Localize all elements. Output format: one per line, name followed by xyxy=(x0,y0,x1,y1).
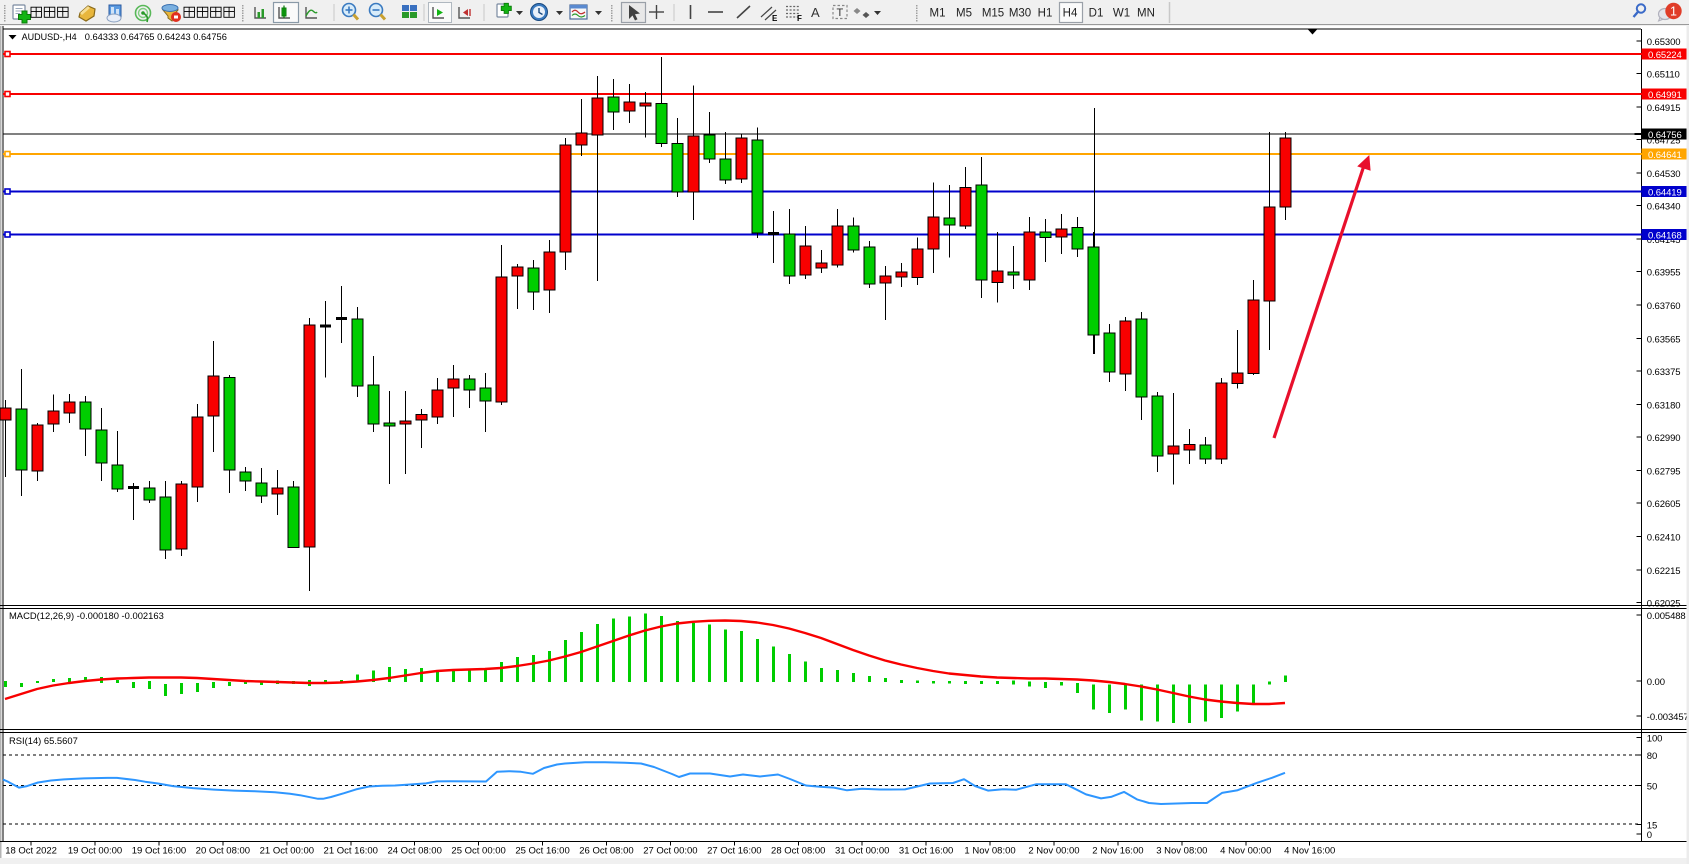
svg-text:1: 1 xyxy=(1670,5,1677,19)
svg-text:0.64915: 0.64915 xyxy=(1647,103,1681,114)
svg-text:-0.003457: -0.003457 xyxy=(1647,712,1689,723)
svg-text:0.62215: 0.62215 xyxy=(1647,566,1681,577)
svg-text:0.64419: 0.64419 xyxy=(1648,188,1682,199)
svg-text:D1: D1 xyxy=(1089,8,1104,20)
svg-text:0.62410: 0.62410 xyxy=(1647,533,1681,544)
svg-text:W1: W1 xyxy=(1113,8,1130,20)
svg-text:0.64168: 0.64168 xyxy=(1648,231,1682,242)
svg-text:0.62605: 0.62605 xyxy=(1647,499,1681,510)
svg-text:MN: MN xyxy=(1137,8,1155,20)
svg-text:3 Nov 08:00: 3 Nov 08:00 xyxy=(1156,846,1207,857)
svg-text:0.64530: 0.64530 xyxy=(1647,169,1681,180)
svg-text:0.62025: 0.62025 xyxy=(1647,599,1681,610)
svg-text:0.64641: 0.64641 xyxy=(1648,150,1682,161)
svg-text:24 Oct 08:00: 24 Oct 08:00 xyxy=(387,846,441,857)
svg-text:25 Oct 00:00: 25 Oct 00:00 xyxy=(451,846,505,857)
svg-text:27 Oct 00:00: 27 Oct 00:00 xyxy=(643,846,697,857)
svg-text:0.62990: 0.62990 xyxy=(1647,433,1681,444)
svg-text:0.005488: 0.005488 xyxy=(1647,611,1686,622)
svg-text:M5: M5 xyxy=(956,8,972,20)
svg-text:26 Oct 08:00: 26 Oct 08:00 xyxy=(579,846,633,857)
svg-text:0.64725: 0.64725 xyxy=(1647,136,1681,147)
svg-text:0.64756: 0.64756 xyxy=(1648,130,1682,141)
svg-text:4 Nov 00:00: 4 Nov 00:00 xyxy=(1220,846,1271,857)
svg-text:0.63180: 0.63180 xyxy=(1647,401,1681,412)
svg-text:0: 0 xyxy=(1647,830,1652,841)
svg-text:MACD(12,26,9) -0.000180 -0.002: MACD(12,26,9) -0.000180 -0.002163 xyxy=(9,610,164,621)
svg-text:0.63375: 0.63375 xyxy=(1647,367,1681,378)
svg-text:19 Oct 16:00: 19 Oct 16:00 xyxy=(132,846,186,857)
svg-text:18 Oct 2022: 18 Oct 2022 xyxy=(5,846,57,857)
svg-text:15: 15 xyxy=(1647,821,1657,832)
svg-text:A: A xyxy=(811,5,820,20)
svg-text:F: F xyxy=(797,14,802,23)
svg-text:27 Oct 16:00: 27 Oct 16:00 xyxy=(707,846,761,857)
svg-text:AUDUSD-,H4: AUDUSD-,H4 xyxy=(22,32,77,42)
svg-text:H1: H1 xyxy=(1038,8,1053,20)
svg-text:0.63760: 0.63760 xyxy=(1647,301,1681,312)
svg-text:RSI(14) 65.5607: RSI(14) 65.5607 xyxy=(9,735,78,746)
svg-text:80: 80 xyxy=(1647,751,1657,762)
svg-text:21 Oct 16:00: 21 Oct 16:00 xyxy=(324,846,378,857)
svg-text:T: T xyxy=(837,7,844,19)
svg-text:0.65224: 0.65224 xyxy=(1648,50,1682,61)
svg-text:21 Oct 00:00: 21 Oct 00:00 xyxy=(260,846,314,857)
svg-text:M1: M1 xyxy=(930,8,946,20)
svg-text:19 Oct 00:00: 19 Oct 00:00 xyxy=(68,846,122,857)
svg-text:0.62795: 0.62795 xyxy=(1647,467,1681,478)
svg-text:100: 100 xyxy=(1647,734,1663,745)
svg-text:2 Nov 16:00: 2 Nov 16:00 xyxy=(1092,846,1143,857)
svg-text:0.00: 0.00 xyxy=(1647,677,1665,688)
svg-text:20 Oct 08:00: 20 Oct 08:00 xyxy=(196,846,250,857)
svg-text:0.63955: 0.63955 xyxy=(1647,268,1681,279)
svg-text:31 Oct 00:00: 31 Oct 00:00 xyxy=(835,846,889,857)
svg-text:0.64145: 0.64145 xyxy=(1647,235,1681,246)
svg-text:28 Oct 08:00: 28 Oct 08:00 xyxy=(771,846,825,857)
svg-text:0.65300: 0.65300 xyxy=(1647,37,1681,48)
svg-text:4 Nov 16:00: 4 Nov 16:00 xyxy=(1284,846,1335,857)
svg-text:E: E xyxy=(772,14,778,23)
svg-text:0.64991: 0.64991 xyxy=(1648,90,1682,101)
svg-text:0.65110: 0.65110 xyxy=(1647,70,1680,81)
svg-text:25 Oct 16:00: 25 Oct 16:00 xyxy=(515,846,569,857)
svg-text:2 Nov 00:00: 2 Nov 00:00 xyxy=(1028,846,1079,857)
svg-text:M30: M30 xyxy=(1009,8,1031,20)
svg-text:H4: H4 xyxy=(1063,8,1078,20)
svg-text:0.64333 0.64765 0.64243 0.6475: 0.64333 0.64765 0.64243 0.64756 xyxy=(85,32,227,42)
svg-text:0.64340: 0.64340 xyxy=(1647,202,1681,213)
svg-text:1 Nov 08:00: 1 Nov 08:00 xyxy=(964,846,1015,857)
svg-text:50: 50 xyxy=(1647,781,1657,792)
svg-text:M15: M15 xyxy=(982,8,1004,20)
svg-text:0.63565: 0.63565 xyxy=(1647,335,1681,346)
svg-text:31 Oct 16:00: 31 Oct 16:00 xyxy=(899,846,953,857)
